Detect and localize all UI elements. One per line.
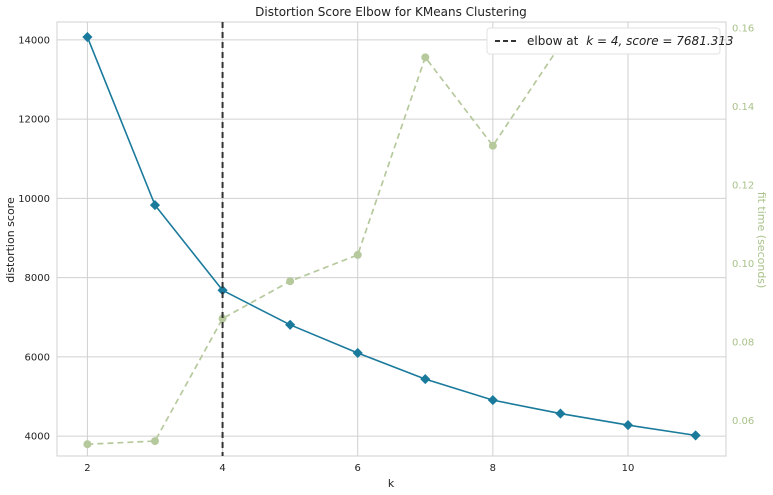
- distortion-point: [82, 31, 93, 43]
- fit-time-point: [286, 277, 295, 286]
- y-tick-label: 8000: [25, 273, 50, 284]
- legend-label-math: k = 4, score = 7681.313: [586, 34, 733, 48]
- y2-tick-label: 0.06: [732, 416, 754, 427]
- y2-tick-label: 0.16: [732, 23, 754, 34]
- marker-layer: [82, 30, 701, 449]
- fit-time-point: [150, 437, 159, 446]
- legend: elbow at k = 4, score = 7681.313: [486, 27, 734, 55]
- distortion-point: [352, 347, 363, 359]
- distortion-point: [622, 420, 634, 431]
- y-tick-label: 6000: [25, 352, 50, 363]
- distortion-point: [149, 200, 161, 211]
- y2-axis-label: fit time (seconds): [755, 192, 768, 289]
- fit-time-point: [488, 141, 497, 150]
- x-tick-label: 4: [219, 463, 225, 474]
- distortion-point: [555, 408, 566, 419]
- legend-box: [486, 27, 721, 55]
- x-tick-label: 8: [490, 463, 496, 474]
- distortion-point: [690, 430, 701, 441]
- y2-tick-label: 0.08: [732, 338, 754, 349]
- legend-label: elbow at k = 4, score = 7681.313: [527, 34, 734, 48]
- series-layer: [86, 34, 696, 446]
- plot-frame: [56, 21, 727, 457]
- chart-title: Distortion Score Elbow for KMeans Cluste…: [255, 5, 527, 19]
- y-tick-label: 12000: [18, 115, 50, 126]
- legend-label-text: elbow at: [527, 34, 579, 48]
- y2-tick-label: 0.12: [732, 180, 754, 191]
- distortion-point: [285, 319, 296, 330]
- grid-lines: [57, 22, 726, 456]
- y2-tick-label: 0.10: [732, 259, 754, 270]
- tick-labels: 2 4 6 8 10 4000 6000 8000 10000 12000 14000 0.06 0.0…: [18, 23, 754, 474]
- fit-time-point: [83, 440, 92, 449]
- fit-time-point: [421, 53, 430, 62]
- x-tick-label: 6: [355, 463, 361, 474]
- fit-time-point: [353, 250, 362, 259]
- fit-time-line: [87, 34, 696, 446]
- distortion-point: [420, 374, 431, 385]
- y-axis-label: distortion score: [4, 197, 17, 283]
- y-tick-label: 10000: [18, 194, 50, 205]
- x-axis-label: k: [388, 477, 395, 490]
- y-tick-label: 4000: [25, 432, 50, 443]
- x-tick-label: 10: [622, 463, 635, 474]
- distortion-point: [487, 395, 498, 406]
- distortion-line: [86, 36, 696, 437]
- x-tick-label: 2: [84, 463, 90, 474]
- y-tick-label: 14000: [18, 35, 50, 46]
- y2-tick-label: 0.14: [732, 102, 754, 113]
